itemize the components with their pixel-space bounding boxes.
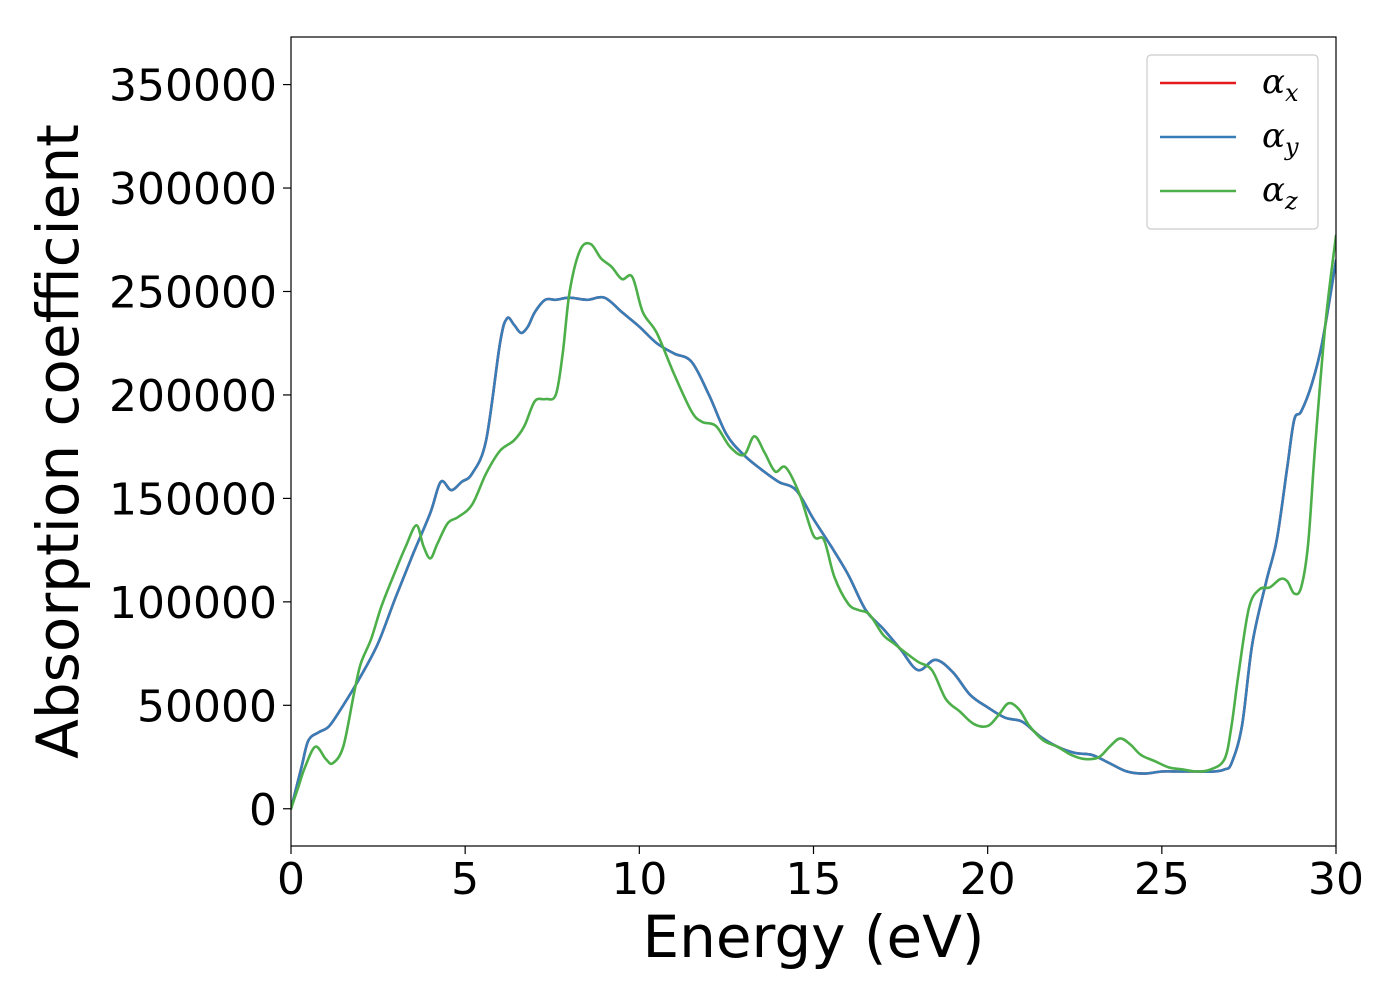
y-tick-label: 250000 — [109, 267, 277, 318]
series-line-y — [291, 259, 1336, 811]
legend-label-y: αy — [1262, 116, 1299, 161]
legend-label-symbol: α — [1262, 116, 1285, 156]
x-tick-label: 0 — [277, 854, 305, 905]
y-tick-label: 100000 — [109, 578, 277, 629]
legend-label-x: αx — [1262, 62, 1299, 107]
legend-label-subscript: y — [1284, 133, 1299, 161]
x-axis-ticks: 0 5 10 15 20 25 30 — [277, 846, 1364, 905]
y-tick-label: 150000 — [109, 474, 277, 525]
x-tick-label: 20 — [960, 854, 1016, 905]
x-tick-label: 15 — [786, 854, 842, 905]
legend-label-subscript: z — [1284, 187, 1298, 215]
legend-box — [1146, 54, 1319, 230]
legend-label-subscript: x — [1285, 79, 1299, 107]
y-tick-label: 50000 — [137, 681, 277, 732]
y-tick-label: 350000 — [109, 61, 277, 112]
series-layer — [291, 234, 1336, 811]
x-tick-label: 5 — [451, 854, 479, 905]
y-tick-label: 0 — [249, 785, 277, 836]
x-tick-label: 25 — [1134, 854, 1190, 905]
y-axis-label: Absorption coefficient — [24, 124, 92, 759]
legend-label-symbol: α — [1262, 62, 1285, 102]
series-line-z — [291, 234, 1336, 811]
x-tick-label: 10 — [611, 854, 667, 905]
legend-label-z: αz — [1262, 170, 1298, 215]
y-axis-ticks: 0 50000 100000 150000 200000 250000 300000 3500… — [109, 61, 291, 836]
y-tick-label: 200000 — [109, 371, 277, 422]
legend-label-symbol: α — [1262, 170, 1285, 210]
x-tick-label: 30 — [1308, 854, 1364, 905]
x-axis-label: Energy (eV) — [642, 903, 984, 971]
y-tick-label: 300000 — [109, 164, 277, 215]
